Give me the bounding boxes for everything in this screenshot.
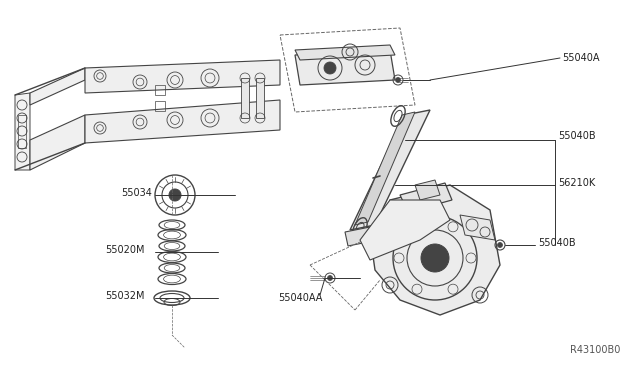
Text: 55040B: 55040B: [558, 131, 596, 141]
Polygon shape: [295, 50, 395, 85]
Polygon shape: [355, 112, 415, 225]
Polygon shape: [85, 100, 280, 143]
Polygon shape: [345, 226, 378, 246]
Circle shape: [421, 244, 449, 272]
Circle shape: [324, 62, 336, 74]
Text: 56210K: 56210K: [558, 178, 595, 188]
Text: 55020M: 55020M: [106, 245, 145, 255]
Text: 55040A: 55040A: [562, 53, 600, 63]
Polygon shape: [460, 215, 495, 240]
Polygon shape: [370, 185, 500, 315]
Text: 55040AA: 55040AA: [278, 293, 323, 303]
Polygon shape: [30, 115, 85, 170]
Circle shape: [396, 77, 401, 83]
Circle shape: [328, 276, 333, 280]
Polygon shape: [400, 183, 452, 212]
Polygon shape: [256, 78, 264, 118]
Text: 55040B: 55040B: [538, 238, 575, 248]
Polygon shape: [85, 60, 280, 93]
Polygon shape: [295, 45, 395, 60]
Polygon shape: [30, 68, 85, 105]
Polygon shape: [415, 180, 440, 200]
Polygon shape: [15, 93, 30, 170]
Text: 55034: 55034: [121, 188, 152, 198]
Circle shape: [497, 243, 502, 247]
Circle shape: [169, 189, 181, 201]
Polygon shape: [360, 200, 450, 260]
Text: R43100B0: R43100B0: [570, 345, 620, 355]
Polygon shape: [350, 110, 430, 230]
Text: 55032M: 55032M: [106, 291, 145, 301]
Polygon shape: [241, 78, 249, 118]
